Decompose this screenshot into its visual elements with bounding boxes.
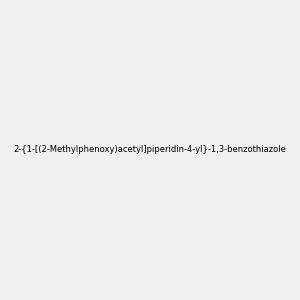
Text: 2-{1-[(2-Methylphenoxy)acetyl]piperidin-4-yl}-1,3-benzothiazole: 2-{1-[(2-Methylphenoxy)acetyl]piperidin-… <box>14 146 286 154</box>
